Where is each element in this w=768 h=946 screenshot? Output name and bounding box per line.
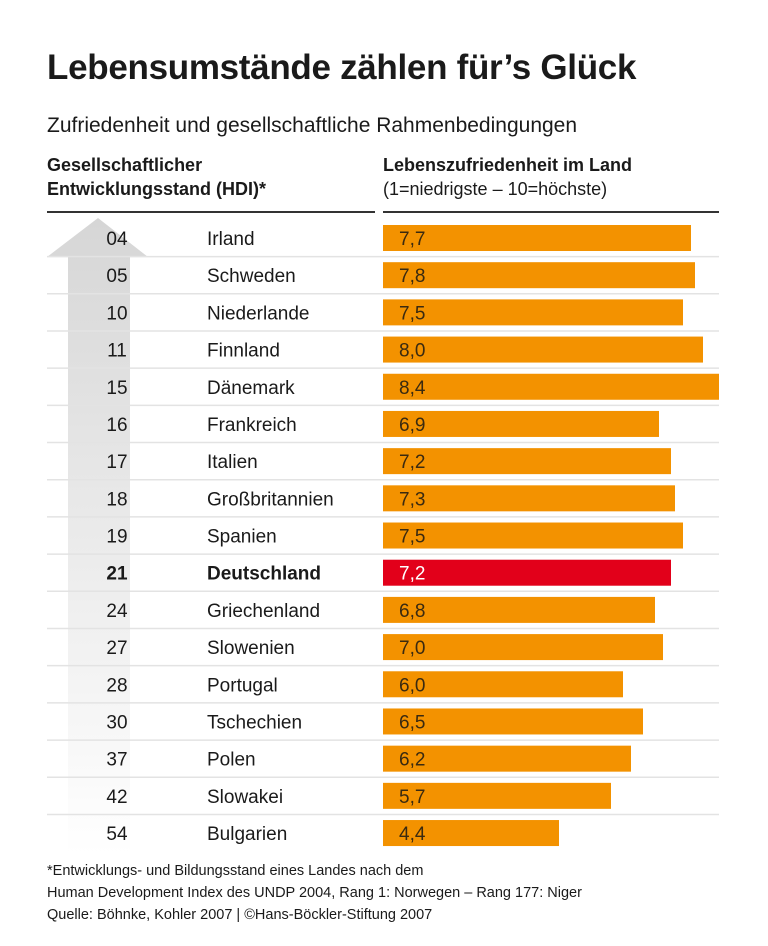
footnote-line1: *Entwicklungs- und Bildungsstand eines L… [47,863,424,879]
hdi-rank-label: 10 [106,303,127,324]
bar-highlight [383,559,671,586]
bar-value-label: 7,8 [399,266,425,287]
bar [383,522,683,549]
country-label: Schweden [207,266,296,287]
chart-title: Lebensumstände zählen für’s Glück [47,48,637,87]
header-rule-left [47,211,375,213]
bar-value-label: 8,0 [399,341,425,362]
hdi-rank-label: 11 [107,341,127,362]
hdi-rank-label: 18 [106,489,127,510]
bar-value-label: 6,9 [399,415,425,436]
bar [383,410,659,437]
hdi-header-line2: Entwicklungsstand (HDI)* [47,179,267,199]
bar [383,373,719,400]
hdi-rank-label: 37 [106,750,127,771]
satisfaction-header-line1: Lebenszufriedenheit im Land [383,155,633,175]
country-label: Polen [207,750,256,771]
bar-value-label: 8,4 [399,378,426,399]
hdi-rank-label: 28 [106,675,127,696]
bar [383,225,691,251]
hdi-rank-label: 15 [106,378,127,399]
bar [383,262,695,289]
hdi-rank-label: 54 [106,824,128,845]
country-label: Finnland [207,341,280,362]
source-line: Quelle: Böhnke, Kohler 2007 | ©Hans-Böck… [47,907,433,923]
country-label: Spanien [207,527,277,548]
bar [383,820,559,847]
bar [383,634,663,661]
footnote-line2: Human Development Index des UNDP 2004, R… [47,885,582,901]
bar [383,448,671,475]
country-label: Dänemark [207,378,295,399]
bar-value-label: 6,8 [399,601,425,622]
bar-value-label: 6,5 [399,712,425,733]
bar [383,745,631,772]
bar-value-label: 7,7 [399,229,425,250]
bar [383,782,611,809]
country-label: Slowenien [207,638,295,659]
country-label: Slowakei [207,787,283,808]
bar-value-label: 7,0 [399,638,425,659]
hdi-rank-label: 24 [106,601,128,622]
bar [383,336,703,363]
hdi-rank-label: 19 [106,527,127,548]
country-label: Niederlande [207,303,309,324]
bar-value-label: 7,2 [399,564,425,585]
hdi-rank-label: 30 [106,712,127,733]
chart-subtitle: Zufriedenheit und gesellschaftliche Rahm… [47,114,578,137]
bar [383,485,675,512]
hdi-column-header: Gesellschaftlicher Entwicklungsstand (HD… [47,153,266,201]
hdi-rank-label: 17 [106,452,127,473]
hdi-rank-label: 05 [106,266,127,287]
hdi-header-line1: Gesellschaftlicher [47,155,203,175]
bar [383,708,643,735]
bar-value-label: 6,0 [399,675,425,696]
satisfaction-column-header: Lebenszufriedenheit im Land (1=niedrigst… [383,153,632,201]
bar [383,596,655,623]
bar [383,299,683,326]
country-label: Großbritannien [207,489,334,510]
hdi-rank-label: 27 [106,638,127,659]
country-label: Bulgarien [207,824,287,845]
bar [383,671,623,698]
hdi-rank-label: 42 [106,787,127,808]
country-label: Frankreich [207,415,297,436]
country-label: Deutschland [207,564,321,585]
country-label: Italien [207,452,258,473]
hdi-rank-label: 04 [106,229,128,250]
footnote: *Entwicklungs- und Bildungsstand eines L… [47,860,582,926]
hdi-rank-label: 16 [106,415,127,436]
bar-value-label: 6,2 [399,750,425,771]
header-rule-right [383,211,719,213]
bar-value-label: 4,4 [399,824,426,845]
bar-value-label: 5,7 [399,787,425,808]
country-label: Tschechien [207,712,302,733]
country-label: Irland [207,229,255,250]
bar-value-label: 7,3 [399,489,425,510]
bar-value-label: 7,5 [399,303,425,324]
bar-value-label: 7,5 [399,527,425,548]
country-label: Griechenland [207,601,320,622]
country-label: Portugal [207,675,278,696]
satisfaction-header-line2: (1=niedrigste – 10=höchste) [383,179,608,199]
bar-value-label: 7,2 [399,452,425,473]
hdi-arrow-icon [47,218,148,855]
hdi-rank-label: 21 [106,564,128,585]
